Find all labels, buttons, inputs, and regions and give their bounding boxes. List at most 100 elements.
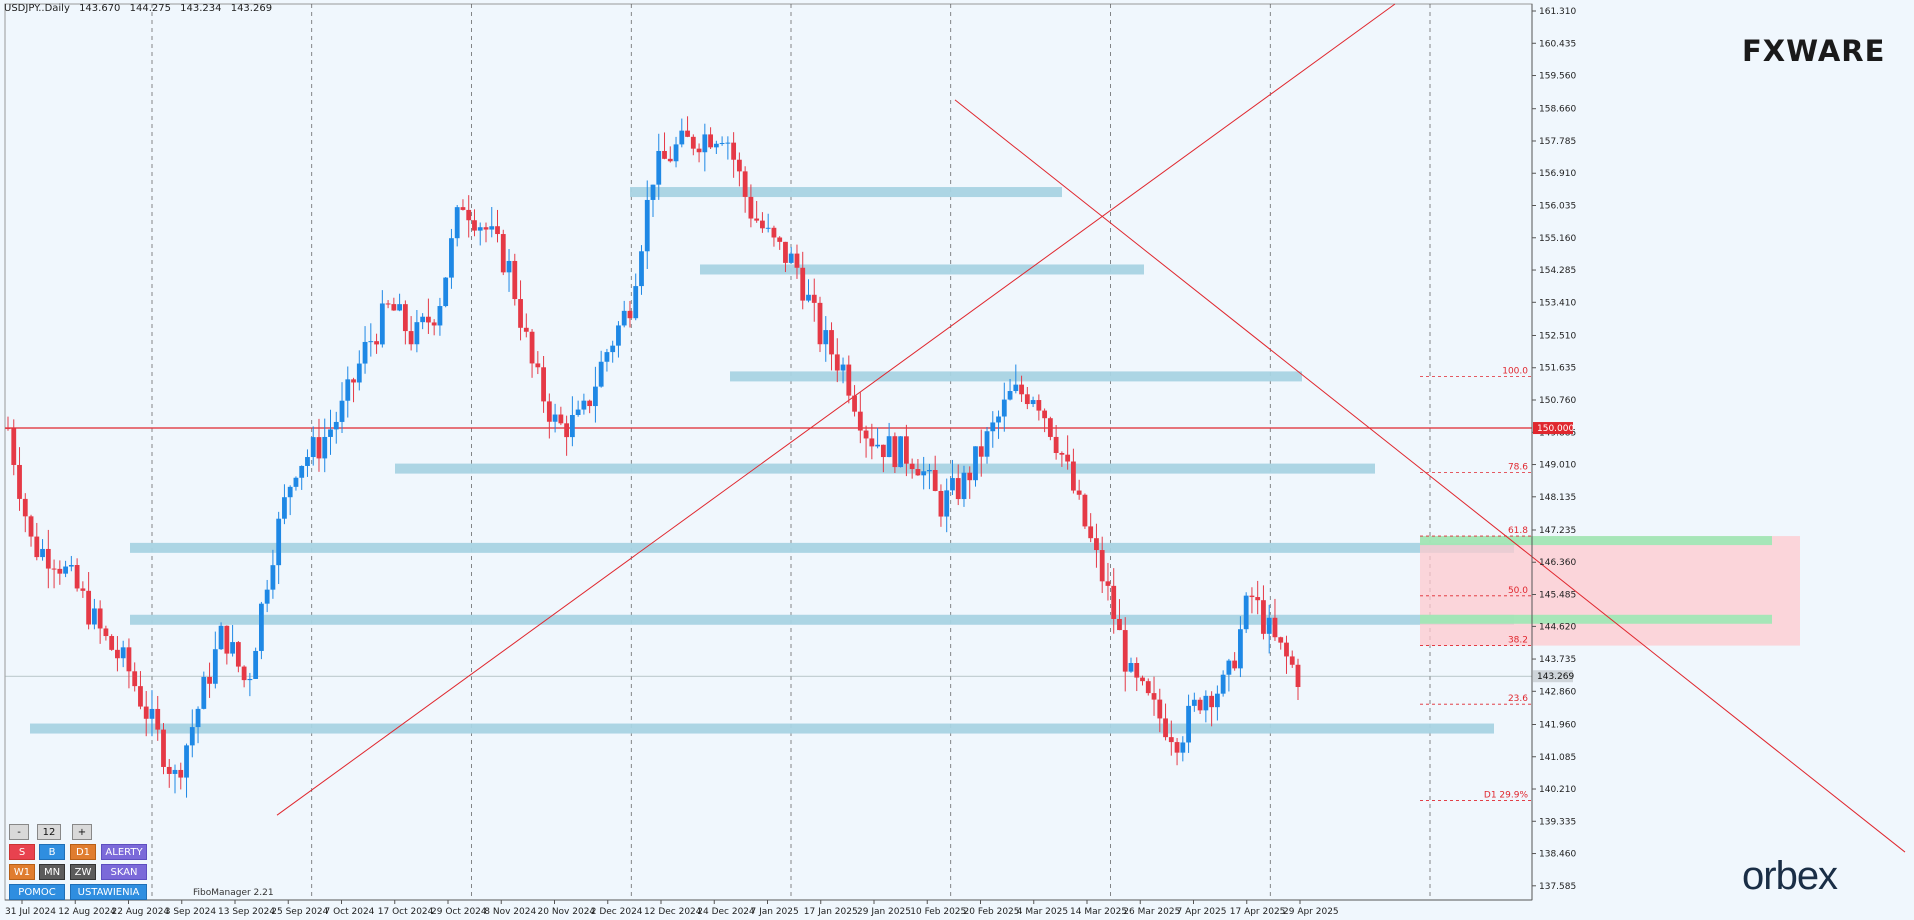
bear-candle: [627, 310, 633, 319]
decrease-button[interactable]: -: [9, 824, 29, 840]
bull-candle: [1128, 663, 1134, 672]
bull-candle: [184, 745, 189, 778]
buy-button[interactable]: B: [39, 844, 65, 860]
price-tick-label: 152.510: [1539, 331, 1576, 341]
bull-candle: [1001, 399, 1007, 417]
bear-candle: [316, 437, 322, 459]
price-tick-label: 141.085: [1539, 753, 1576, 763]
bear-candle: [852, 395, 857, 412]
bull-candle: [368, 341, 374, 343]
bear-candle: [241, 666, 247, 681]
bear-candle: [685, 130, 690, 137]
bull-candle: [575, 409, 581, 415]
bear-candle: [978, 446, 984, 457]
bear-candle: [5, 428, 11, 430]
bear-candle: [1134, 663, 1140, 678]
bear-candle: [708, 134, 713, 148]
price-axis: 161.310 160.435 159.560 158.660 157.785 156.9…: [1531, 4, 1576, 900]
bear-candle: [1042, 410, 1048, 419]
bear-candle: [161, 729, 166, 767]
bear-candle: [523, 327, 529, 332]
bull-candle: [898, 436, 904, 468]
sell-button[interactable]: S: [9, 844, 35, 860]
zw-button[interactable]: ZW: [70, 864, 96, 880]
time-tick-label: 29 Jan 2025: [857, 907, 911, 917]
fib-level-label: 61.8: [1508, 526, 1528, 536]
time-tick-label: 29 Oct 2024: [431, 907, 487, 917]
bull-candle: [679, 130, 685, 145]
bear-candle: [771, 227, 777, 238]
bear-candle: [1076, 490, 1082, 495]
bear-candle: [224, 625, 230, 654]
bear-candle: [1094, 538, 1099, 551]
ascending-trendline: [276, 3, 1396, 816]
bull-candle: [1220, 674, 1226, 694]
bear-candle: [903, 436, 909, 464]
descending-trendline: [954, 99, 1906, 853]
bull-candle: [1013, 384, 1019, 392]
bull-candle: [282, 497, 287, 519]
bear-candle: [857, 411, 863, 431]
time-tick-label: 31 Jul 2024: [5, 907, 56, 917]
time-tick-label: 12 Dec 2024: [644, 907, 702, 917]
bear-candle: [391, 304, 397, 311]
help-button[interactable]: POMOC: [9, 884, 65, 900]
alerts-button[interactable]: ALERTY: [101, 844, 147, 860]
bear-candle: [1278, 637, 1284, 643]
bear-candle: [829, 330, 834, 355]
bull-candle: [1180, 742, 1186, 753]
bull-candle: [1214, 693, 1220, 708]
bear-candle: [760, 220, 765, 229]
sr-zone: [395, 463, 1375, 474]
bull-candle: [875, 444, 880, 447]
bear-candle: [1145, 681, 1151, 694]
bull-candle: [1238, 629, 1243, 669]
time-tick-label: 7 Oct 2024: [325, 907, 375, 917]
bear-candle: [846, 364, 852, 396]
current-price-tag: [1533, 670, 1573, 683]
fibo-green-zone-mid: [1420, 614, 1772, 624]
price-tick-label: 146.360: [1539, 558, 1576, 568]
bear-candle: [178, 769, 184, 778]
scan-button[interactable]: SKAN: [101, 864, 147, 880]
bull-candle: [673, 144, 679, 162]
bear-candle: [74, 565, 80, 589]
fib-level-label: 100.0: [1502, 366, 1528, 376]
bull-candle: [1266, 617, 1272, 634]
current-price-label: 143.269: [1537, 672, 1574, 682]
bear-candle: [431, 322, 437, 326]
bull-candle: [806, 294, 811, 301]
bear-candle: [1117, 618, 1122, 631]
increase-button[interactable]: +: [72, 824, 92, 840]
count-field[interactable]: 12: [37, 824, 61, 840]
fib-level-label: 23.6: [1508, 694, 1528, 704]
bull-candle: [212, 649, 218, 684]
sr-zone: [30, 723, 1494, 734]
bull-candle: [581, 400, 587, 410]
w1-button[interactable]: W1: [9, 864, 35, 880]
ohlc-header: USDJPY..Daily 143.670 144.275 143.234 14…: [4, 3, 278, 14]
time-tick-label: 10 Feb 2025: [910, 907, 966, 917]
bear-candle: [460, 207, 466, 210]
fib-level-label: D1 29.9%: [1484, 790, 1529, 800]
bear-candle: [1082, 494, 1088, 527]
bull-candle: [333, 421, 339, 430]
bear-candle: [472, 220, 477, 231]
d1-button[interactable]: D1: [70, 844, 96, 860]
bear-candle: [1105, 581, 1111, 586]
bear-candle: [1163, 718, 1168, 738]
settings-button[interactable]: USTAWIENIA: [70, 884, 147, 900]
bull-candle: [702, 134, 708, 153]
bull-candle: [1186, 705, 1191, 743]
bear-candle: [155, 708, 161, 730]
time-tick-label: 13 Sep 2024: [218, 907, 275, 917]
bear-candle: [529, 331, 535, 364]
mn-button[interactable]: MN: [39, 864, 65, 880]
price-tick-label: 138.460: [1539, 850, 1576, 860]
bear-candle: [955, 478, 961, 500]
bear-candle: [1249, 595, 1255, 598]
price-tick-label: 141.960: [1539, 720, 1576, 730]
